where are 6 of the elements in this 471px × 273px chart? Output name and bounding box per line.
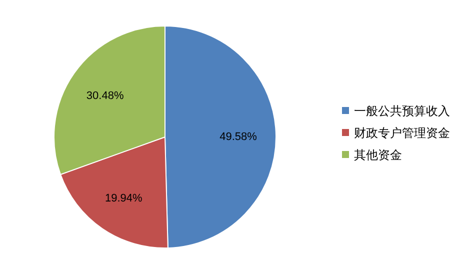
data-label: 19.94% <box>104 192 142 204</box>
legend-label: 一般公共预算收入 <box>354 104 450 118</box>
data-label: 49.58% <box>220 131 258 144</box>
data-label: 30.48% <box>86 90 124 102</box>
legend-label: 其他资金 <box>354 148 402 162</box>
legend-label: 财政专户管理资金 <box>354 126 450 140</box>
